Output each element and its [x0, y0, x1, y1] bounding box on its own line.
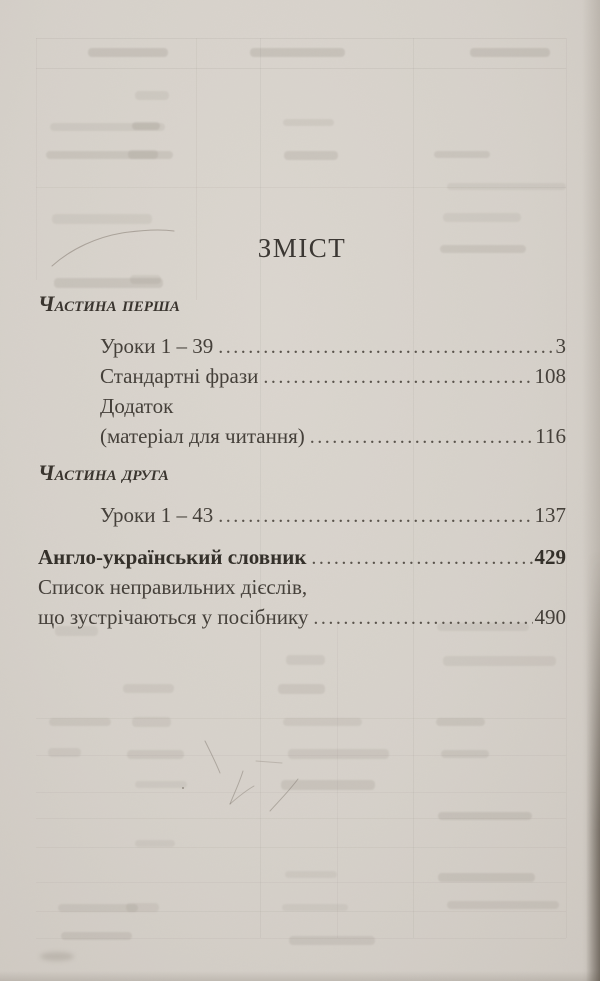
toc-entry-label: що зустрічаються у посібнику [38, 605, 309, 629]
toc-entry-label: Англо-український словник [38, 545, 307, 569]
bleed-text-smudge [443, 656, 556, 666]
bleed-text-smudge [135, 840, 175, 847]
bleed-grid-line [566, 38, 567, 938]
bleed-text-smudge [289, 936, 375, 945]
bleed-text-smudge [283, 119, 334, 126]
toc-dot-leader [311, 542, 532, 573]
toc-entry-label: Додаток [100, 394, 174, 418]
bleed-grid-line [36, 38, 37, 280]
toc-entry: Уроки 1 – 43 137 [38, 500, 566, 530]
bleed-text-smudge [447, 183, 566, 190]
bleed-text-smudge [434, 151, 490, 158]
bleed-text-smudge [123, 684, 174, 693]
bleed-text-smudge [128, 150, 158, 159]
bleed-text-smudge [284, 151, 338, 160]
bleed-grid-line [36, 38, 566, 39]
toc-page-number: 429 [534, 545, 567, 569]
toc-entry: що зустрічаються у посібнику 490 [38, 602, 566, 632]
bleed-grid-line [36, 847, 566, 848]
toc-page-number: 490 [534, 605, 567, 629]
bleed-text-smudge [283, 718, 362, 726]
bleed-text-smudge [50, 123, 165, 131]
toc-entry: (матеріал для читання) 116 [38, 421, 566, 451]
bleed-text-smudge [127, 750, 184, 759]
toc-rows: Частина перша Уроки 1 – 39 3 Стандартні фра… [38, 290, 566, 632]
toc-page-number: 3 [555, 334, 567, 358]
bleed-text-smudge [470, 48, 550, 57]
bleed-text-smudge [48, 748, 81, 757]
bleed-grid-line [36, 911, 566, 912]
toc-entry: Стандартні фрази 108 [38, 361, 566, 391]
bleed-text-smudge [132, 122, 160, 130]
bleed-text-smudge [443, 213, 521, 222]
bleed-text-smudge [436, 718, 485, 726]
bleed-text-smudge [285, 871, 337, 878]
toc-entry: Список неправильних дієслів, [38, 572, 566, 602]
bleed-grid-line [36, 792, 566, 793]
toc-dot-leader [310, 421, 534, 452]
bleed-text-smudge [132, 717, 171, 727]
toc-page-number: 116 [535, 424, 566, 448]
toc-page-number: 108 [534, 364, 567, 388]
toc-dot-leader [263, 361, 532, 392]
toc-entry-label: Стандартні фрази [100, 364, 259, 388]
bleed-text-smudge [278, 684, 325, 694]
bleed-text-smudge [49, 718, 111, 726]
bleed-text-smudge [441, 750, 489, 758]
bleed-text-smudge [438, 873, 535, 882]
toc-dot-leader [218, 331, 553, 362]
toc-dot-leader [313, 602, 532, 633]
bleed-grid-line [36, 187, 566, 188]
toc-entry: Уроки 1 – 39 3 [38, 331, 566, 361]
page-corner-shadow [580, 551, 600, 981]
bleed-text-smudge [88, 48, 168, 57]
toc-dot-leader [218, 500, 532, 531]
bleed-text-smudge [288, 749, 389, 759]
table-of-contents: ЗМІСТ Частина перша Уроки 1 – 39 3 Стандарт… [38, 232, 566, 632]
bleed-text-smudge [250, 48, 345, 57]
bleed-text-smudge [126, 903, 159, 912]
bleed-text-smudge [438, 812, 532, 820]
bleed-text-smudge [58, 904, 138, 912]
bleed-text-smudge [61, 932, 132, 940]
toc-page-number: 137 [534, 503, 567, 527]
bleed-text-smudge [135, 781, 187, 788]
toc-entry-label: Уроки 1 – 39 [100, 334, 214, 358]
toc-entry-label: Список неправильних дієслів, [38, 575, 308, 599]
toc-section-heading: Частина друга [38, 460, 169, 485]
toc-entry-label: (матеріал для читання) [100, 424, 305, 448]
toc-entry-label: Уроки 1 – 43 [100, 503, 214, 527]
paper-smudge [40, 952, 74, 961]
bleed-grid-line [36, 718, 566, 719]
toc-entry: Додаток [38, 391, 566, 421]
page-edge-shading [582, 0, 600, 981]
bleed-grid-line [36, 755, 566, 756]
bleed-text-smudge [135, 91, 169, 100]
bleed-text-smudge [46, 151, 173, 159]
toc-entry: Англо-український словник 429 [38, 542, 566, 572]
bleed-grid-line [36, 882, 566, 883]
bleed-grid-line [36, 68, 566, 69]
bleed-grid-line [36, 938, 566, 939]
bleed-text-smudge [286, 655, 325, 665]
bleed-text-smudge [447, 901, 559, 909]
page-title: ЗМІСТ [257, 233, 347, 263]
toc-section-heading: Частина перша [38, 291, 180, 316]
bleed-text-smudge [281, 780, 375, 790]
bleed-text-smudge [282, 904, 348, 911]
bleed-text-smudge [52, 214, 152, 224]
bottom-edge-shading [0, 971, 600, 981]
bleed-grid-line [36, 818, 566, 819]
bleed-grid-line [337, 620, 338, 938]
